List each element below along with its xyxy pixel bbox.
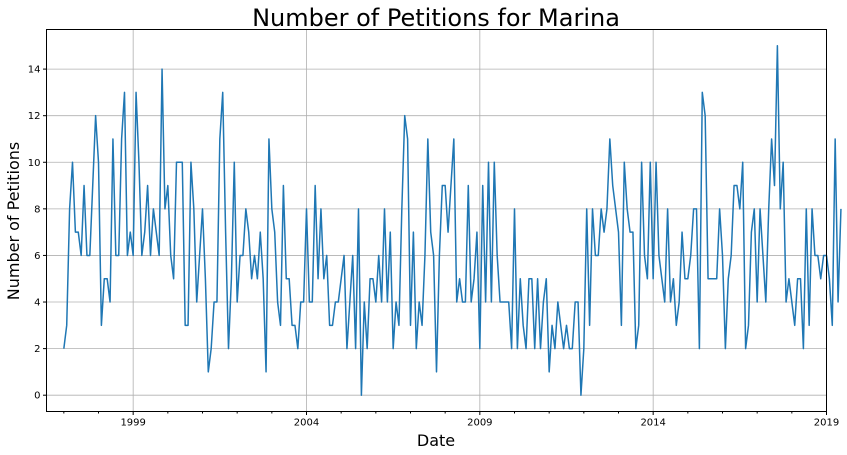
y-axis-title: Number of Petitions xyxy=(4,142,23,301)
x-tick-label: 1999 xyxy=(120,418,145,429)
x-axis-title: Date xyxy=(417,431,455,450)
x-tick-label: 2019 xyxy=(814,418,839,429)
plot-frame xyxy=(46,29,827,412)
x-tick-label: 2004 xyxy=(294,418,319,429)
x-tick-label: 2009 xyxy=(467,418,492,429)
series-line xyxy=(63,45,842,396)
series-layer xyxy=(63,45,842,396)
x-tick-label: 2014 xyxy=(640,418,665,429)
y-tick-label: 0 xyxy=(34,391,40,402)
y-tick-label: 12 xyxy=(28,111,41,122)
y-tick-label: 10 xyxy=(28,158,41,169)
y-tick-label: 6 xyxy=(34,251,40,262)
y-tick-label: 8 xyxy=(34,204,40,215)
y-tick-label: 4 xyxy=(34,298,40,309)
y-tick-label: 14 xyxy=(28,65,41,76)
chart-title: Number of Petitions for Marina xyxy=(252,4,620,32)
y-tick-label: 2 xyxy=(34,344,40,355)
axis-ticks: 0 2 4 6 8 10 12 14 1999 2004 2009 2014 2019 xyxy=(28,65,839,429)
